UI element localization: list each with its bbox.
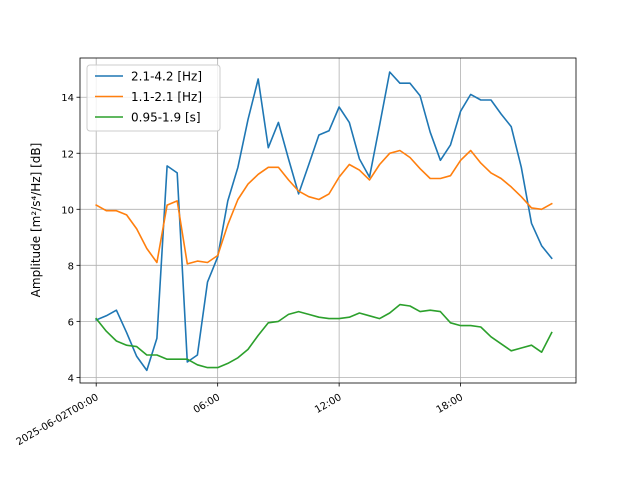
- y-tick-label: 12: [61, 149, 74, 160]
- y-tick-label: 4: [68, 373, 74, 384]
- y-axis-label: Amplitude [m²/s⁴/Hz] [dB]: [29, 143, 43, 298]
- legend: 2.1-4.2 [Hz] 1.1-2.1 [Hz] 0.95-1.9 [s]: [86, 64, 221, 132]
- series-lines: [95, 71, 553, 372]
- y-tick-label: 6: [68, 317, 74, 328]
- y-tick-label: 8: [68, 261, 74, 272]
- legend-box: [86, 64, 221, 132]
- legend-label-1: 1.1-2.1 [Hz]: [131, 90, 202, 104]
- y-tick-label: 10: [61, 205, 74, 216]
- series-line-2: [95, 303, 553, 369]
- plot-frame: [79, 57, 577, 384]
- series-line-1: [95, 149, 553, 265]
- y-tick-label: 14: [61, 93, 74, 104]
- legend-label-0: 2.1-4.2 [Hz]: [131, 70, 202, 84]
- legend-label-2: 0.95-1.9 [s]: [131, 111, 201, 125]
- series-line-0: [95, 71, 553, 372]
